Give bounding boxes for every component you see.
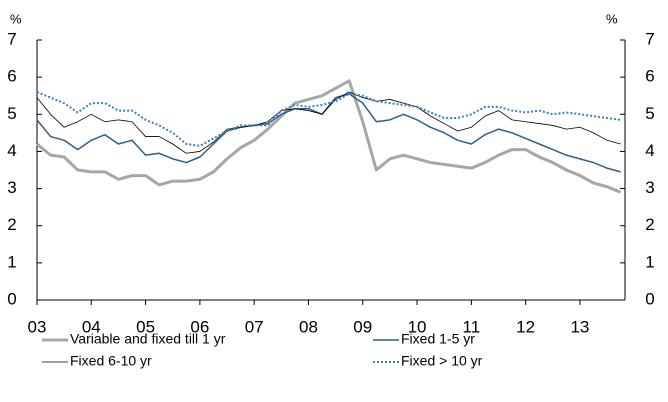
x-tick-label: 09 — [353, 317, 372, 336]
y-tick-label: 0 — [7, 289, 16, 308]
y-tick-label: 4 — [7, 141, 16, 160]
x-tick-label: 12 — [516, 317, 535, 336]
y-tick-label: 5 — [7, 104, 16, 123]
x-tick-label: 05 — [136, 317, 155, 336]
legend-label: Fixed 1-5 yr — [401, 331, 475, 347]
x-tick-label: 10 — [408, 317, 427, 336]
legend-label: Variable and fixed till 1 yr — [70, 331, 226, 347]
y2-tick-label: 6 — [645, 67, 654, 86]
x-tick-label: 13 — [570, 317, 589, 336]
x-tick-label: 03 — [28, 317, 47, 336]
y-tick-label: 7 — [7, 29, 16, 48]
series-line — [36, 91, 621, 154]
x-tick-label: 08 — [299, 317, 318, 336]
y-tick-label: 6 — [7, 67, 16, 86]
y2-tick-label: 2 — [645, 215, 654, 234]
x-tick-label: 06 — [190, 317, 209, 336]
y2-tick-label: 7 — [645, 29, 654, 48]
y2-tick-label: 1 — [645, 252, 654, 271]
y-unit-left: % — [10, 11, 22, 26]
x-tick-label: 04 — [82, 317, 101, 336]
y2-tick-label: 3 — [645, 178, 654, 197]
y2-tick-label: 4 — [645, 141, 654, 160]
y-tick-label: 1 — [7, 252, 16, 271]
y-tick-label: 2 — [7, 215, 16, 234]
y2-tick-label: 5 — [645, 104, 654, 123]
y2-tick-label: 0 — [645, 289, 654, 308]
legend-label: Fixed 6-10 yr — [70, 353, 152, 369]
y-tick-label: 3 — [7, 178, 16, 197]
series-line — [36, 93, 621, 173]
x-tick-label: 07 — [245, 317, 264, 336]
y-unit-right: % — [606, 11, 618, 26]
x-tick-label: 11 — [463, 317, 481, 336]
legend-label: Fixed > 10 yr — [401, 353, 483, 369]
series-line — [36, 79, 622, 194]
series-line — [36, 91, 621, 147]
